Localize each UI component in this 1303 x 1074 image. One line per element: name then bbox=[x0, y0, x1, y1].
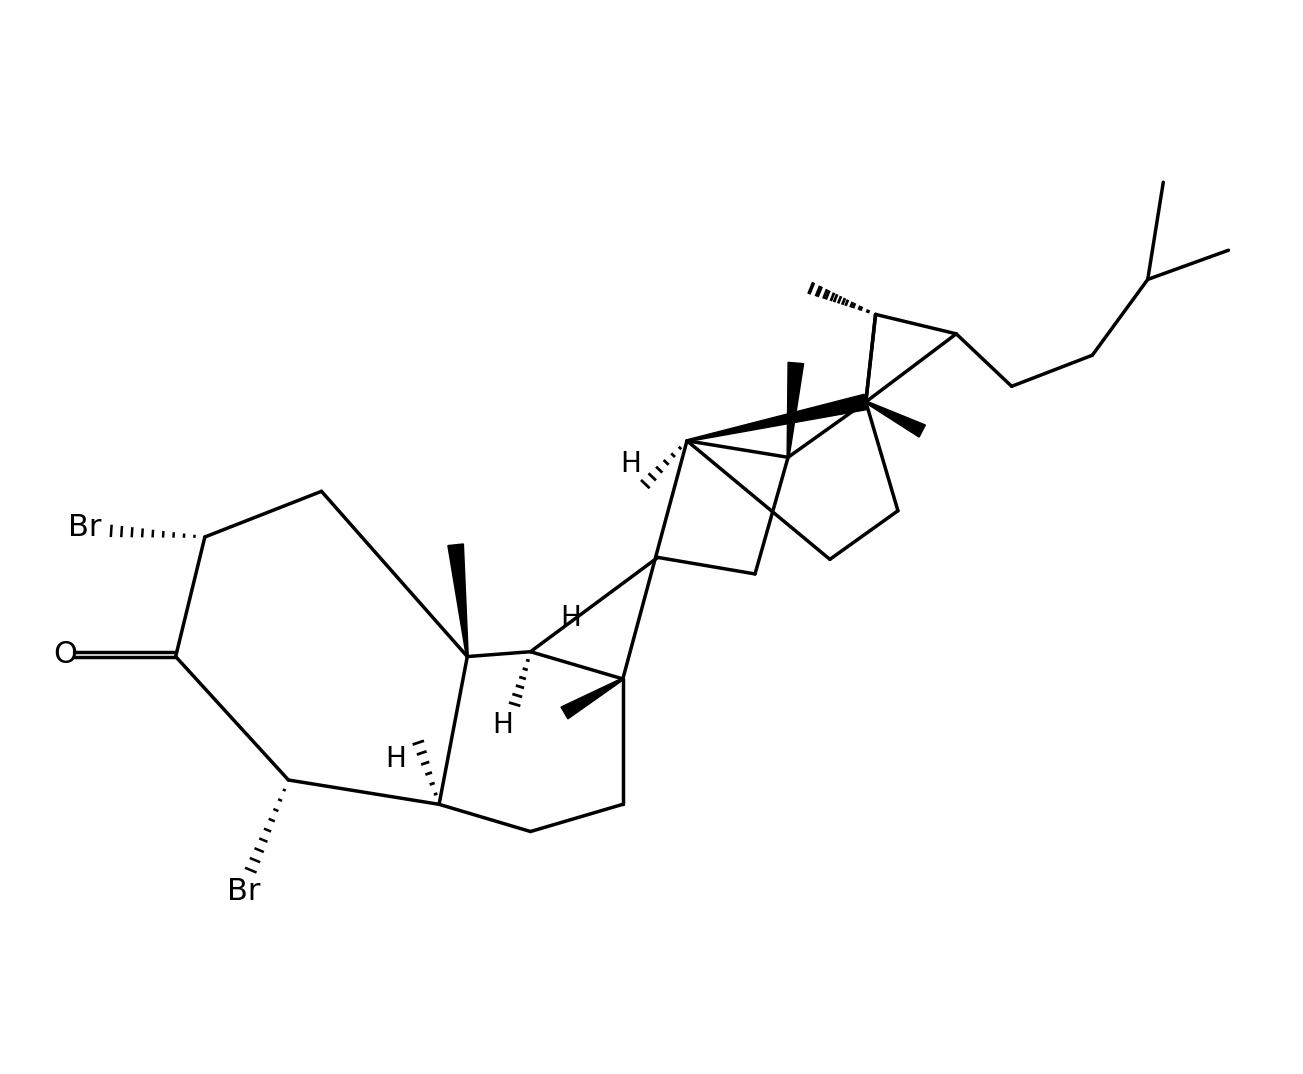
Text: O: O bbox=[53, 640, 77, 669]
Polygon shape bbox=[562, 678, 623, 719]
Text: H: H bbox=[384, 744, 405, 772]
Text: Br: Br bbox=[227, 877, 261, 906]
Text: H: H bbox=[491, 711, 512, 739]
Polygon shape bbox=[687, 394, 868, 441]
Polygon shape bbox=[865, 401, 925, 437]
Text: H: H bbox=[620, 450, 641, 478]
Text: Br: Br bbox=[68, 512, 102, 541]
Text: H: H bbox=[560, 604, 581, 632]
Polygon shape bbox=[448, 543, 468, 656]
Polygon shape bbox=[787, 362, 804, 458]
